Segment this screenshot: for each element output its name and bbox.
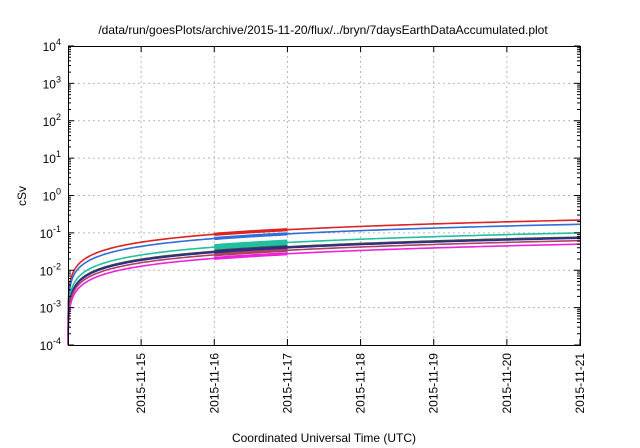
y-tick-labels: 10-4 10-3 10-2 10-1 100 101 102 103 104 xyxy=(40,37,61,353)
y-tick-label: 10-3 xyxy=(40,299,61,316)
x-tick-label: 2015-11-17 xyxy=(280,353,294,414)
y-axis-label: cSv xyxy=(15,186,29,206)
y-tick-label: 10-2 xyxy=(40,261,61,278)
y-tick-label: 10-1 xyxy=(40,224,61,241)
series-segment-2 xyxy=(214,232,288,241)
series-line-4 xyxy=(67,236,581,346)
y-tick-label: 101 xyxy=(43,149,61,166)
y-tick-label: 100 xyxy=(43,187,61,204)
x-tick-label: 2015-11-19 xyxy=(427,353,441,414)
series-segment-7 xyxy=(214,252,288,260)
series-segment-3 xyxy=(214,239,288,251)
chart-title: /data/run/goesPlots/archive/2015-11-20/f… xyxy=(98,23,548,37)
x-tick-label: 2015-11-16 xyxy=(207,353,221,414)
x-tick-label: 2015-11-15 xyxy=(134,353,148,414)
series-segment-6 xyxy=(214,248,288,257)
grid-lines xyxy=(68,46,580,345)
y-tick-label: 102 xyxy=(43,112,61,129)
x-tick-label: 2015-11-18 xyxy=(354,353,368,414)
x-tick-labels: 2015-11-15 2015-11-16 2015-11-17 2015-11-18… xyxy=(134,353,587,414)
y-tick-label: 103 xyxy=(43,74,61,91)
series-line-6 xyxy=(67,239,581,346)
y-tick-label: 104 xyxy=(43,37,61,54)
x-tick-label: 2015-11-21 xyxy=(573,353,587,414)
y-tick-label: 10-4 xyxy=(40,336,61,353)
series-layer xyxy=(67,219,581,346)
axis-ticks xyxy=(68,45,581,346)
series-segment-1 xyxy=(214,228,288,236)
series-segment-5 xyxy=(214,246,288,255)
x-tick-label: 2015-11-20 xyxy=(500,353,514,414)
series-line-3 xyxy=(67,232,581,346)
x-axis-label: Coordinated Universal Time (UTC) xyxy=(232,431,416,445)
